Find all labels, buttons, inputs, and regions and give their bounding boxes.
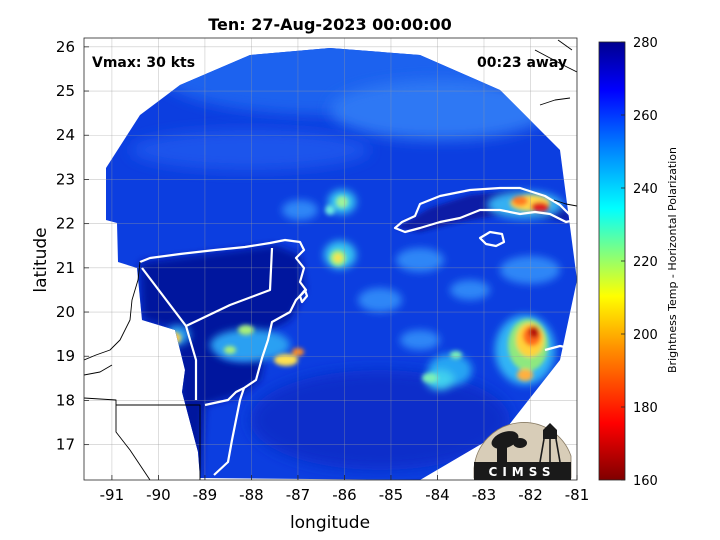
y-axis: 17 18 19 20 21 22 23 24 25 26 <box>56 38 89 454</box>
x-axis: -91 -90 -89 -88 -87 -86 -85 -84 -83 -82 -81 <box>100 475 590 504</box>
y-tick-label: 26 <box>56 38 75 56</box>
y-tick-label: 22 <box>56 215 75 233</box>
x-tick-label: -81 <box>565 486 590 504</box>
x-tick-label: -91 <box>100 486 125 504</box>
y-tick-label: 17 <box>56 436 75 454</box>
time-away-annotation: 00:23 away <box>477 55 567 71</box>
colorbar-tick-label: 280 <box>633 36 658 51</box>
colorbar-tick-label: 180 <box>633 401 658 416</box>
colorbar-tick-label: 260 <box>633 109 658 124</box>
y-tick-label: 23 <box>56 170 75 188</box>
y-tick-label: 18 <box>56 391 75 409</box>
x-tick-label: -89 <box>193 486 218 504</box>
plot-frame <box>83 37 578 481</box>
x-tick-label: -86 <box>332 486 357 504</box>
cimss-logo: CIMSS <box>473 422 572 480</box>
x-tick-label: -82 <box>518 486 543 504</box>
x-tick-label: -90 <box>146 486 171 504</box>
colorbar-ticks: 160 180 200 220 240 260 280 <box>621 36 658 489</box>
colorbar-tick-label: 160 <box>633 474 658 489</box>
x-tick-label: -85 <box>379 486 404 504</box>
coastline-white <box>139 186 577 476</box>
y-tick-label: 21 <box>56 259 75 277</box>
x-tick-label: -83 <box>472 486 497 504</box>
y-tick-label: 20 <box>56 303 75 321</box>
logo-text: CIMSS <box>489 465 556 479</box>
vmax-annotation: Vmax: 30 kts <box>92 55 195 71</box>
y-tick-label: 25 <box>56 82 75 100</box>
x-tick-label: -87 <box>286 486 311 504</box>
chart-title: Ten: 27-Aug-2023 00:00:00 <box>208 15 451 34</box>
coastline-black <box>84 39 577 480</box>
x-axis-label: longitude <box>290 513 370 533</box>
colorbar-label: Brightness Temp - Horizontal Polarizatio… <box>666 147 679 373</box>
colorbar-tick-label: 240 <box>633 182 658 197</box>
y-tick-label: 19 <box>56 347 75 365</box>
y-tick-label: 24 <box>56 126 75 144</box>
x-tick-label: -88 <box>239 486 264 504</box>
colorbar-tick-label: 200 <box>633 328 658 343</box>
colorbar <box>598 41 626 481</box>
colorbar-tick-label: 220 <box>633 255 658 270</box>
y-axis-label: latitude <box>31 227 51 292</box>
x-tick-label: -84 <box>425 486 450 504</box>
